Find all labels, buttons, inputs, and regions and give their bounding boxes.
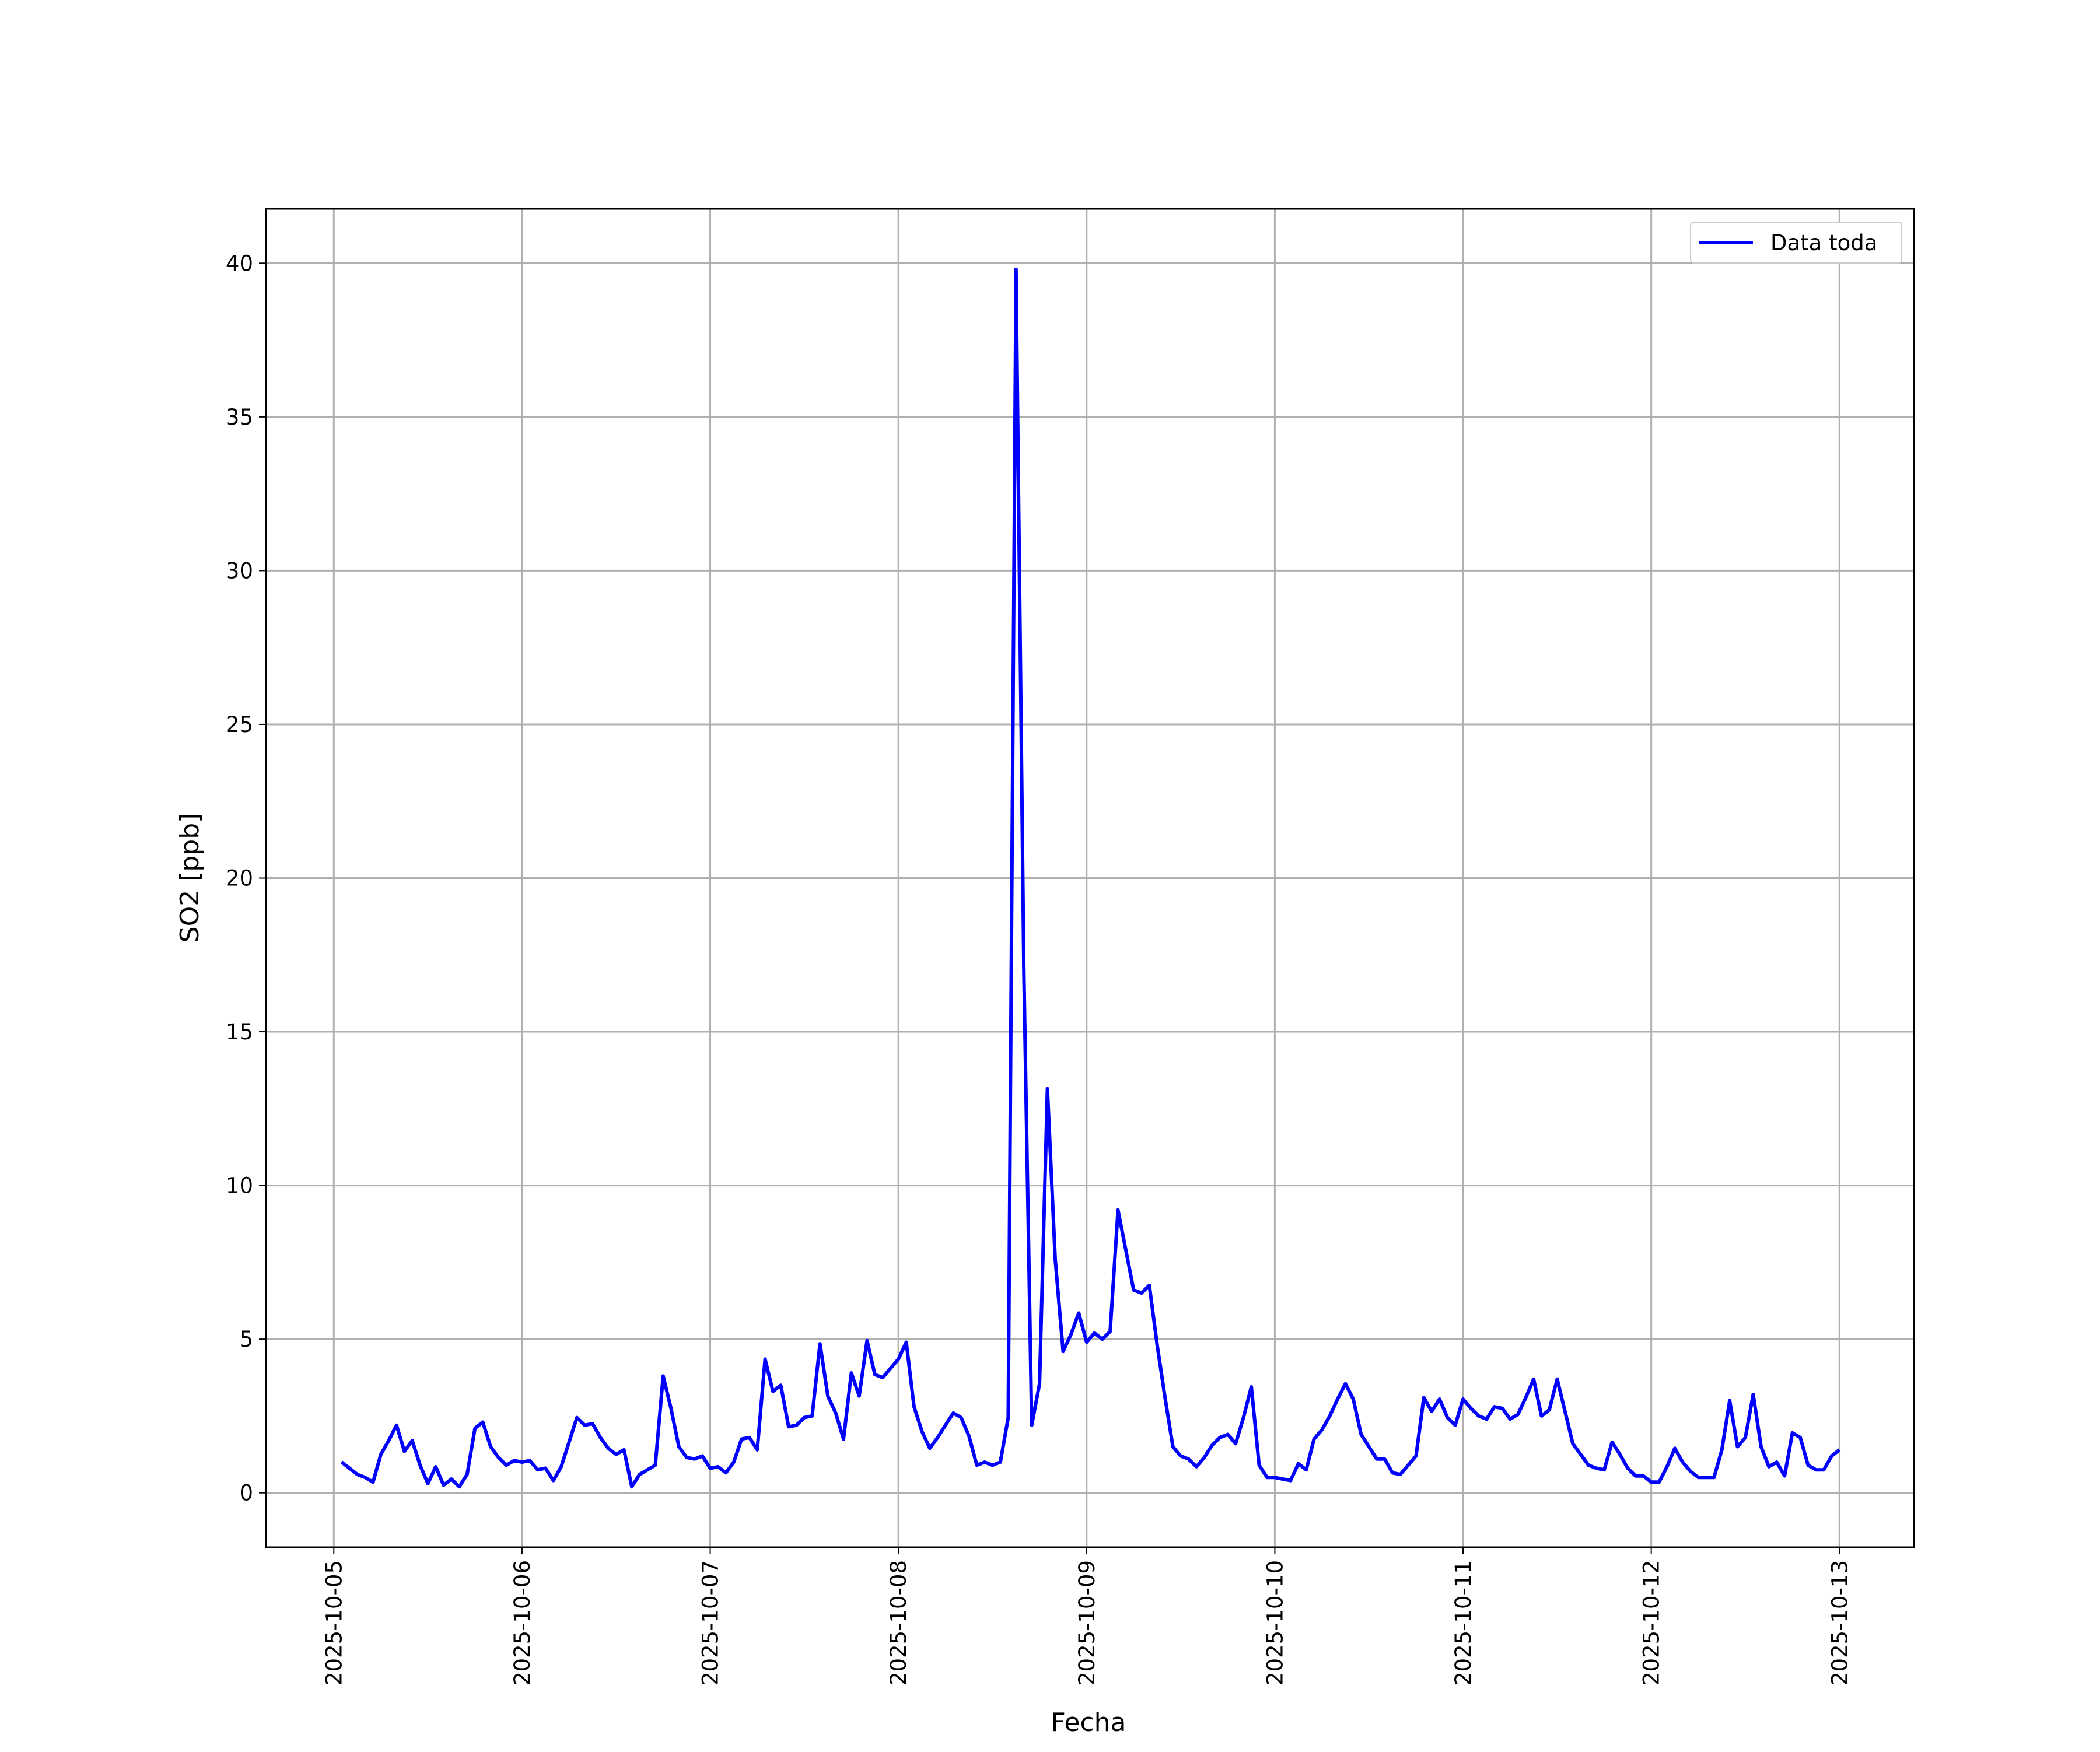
x-tick-label: 2025-10-08 (886, 1560, 911, 1686)
y-tick-label: 35 (226, 405, 253, 430)
y-tick-label: 20 (226, 866, 253, 891)
x-tick-label: 2025-10-13 (1827, 1560, 1852, 1686)
y-tick-label: 5 (239, 1327, 253, 1352)
y-tick-label: 25 (226, 712, 253, 737)
legend-label: Data toda (1770, 230, 1877, 255)
y-tick-label: 30 (226, 558, 253, 583)
legend-box (1690, 222, 1902, 264)
legend: Data toda (1690, 222, 1902, 264)
x-tick-label: 2025-10-07 (698, 1560, 723, 1686)
y-axis-label: SO2 [ppb] (175, 813, 205, 943)
x-tick-label: 2025-10-06 (510, 1560, 535, 1686)
x-axis-label: Fecha (1051, 1708, 1126, 1737)
y-tick-label: 10 (226, 1173, 253, 1199)
plot-frame (265, 208, 1915, 1548)
data-line (340, 267, 1841, 1489)
y-tick-label: 40 (226, 251, 253, 276)
x-tick-label: 2025-10-12 (1639, 1560, 1664, 1686)
x-tick-label: 2025-10-11 (1451, 1560, 1476, 1686)
y-tick-label: 15 (226, 1019, 253, 1045)
y-tick-label: 0 (239, 1481, 253, 1506)
x-tick-label: 2025-10-09 (1074, 1560, 1100, 1686)
x-tick-label: 2025-10-10 (1262, 1560, 1287, 1686)
x-tick-label: 2025-10-05 (321, 1560, 346, 1686)
